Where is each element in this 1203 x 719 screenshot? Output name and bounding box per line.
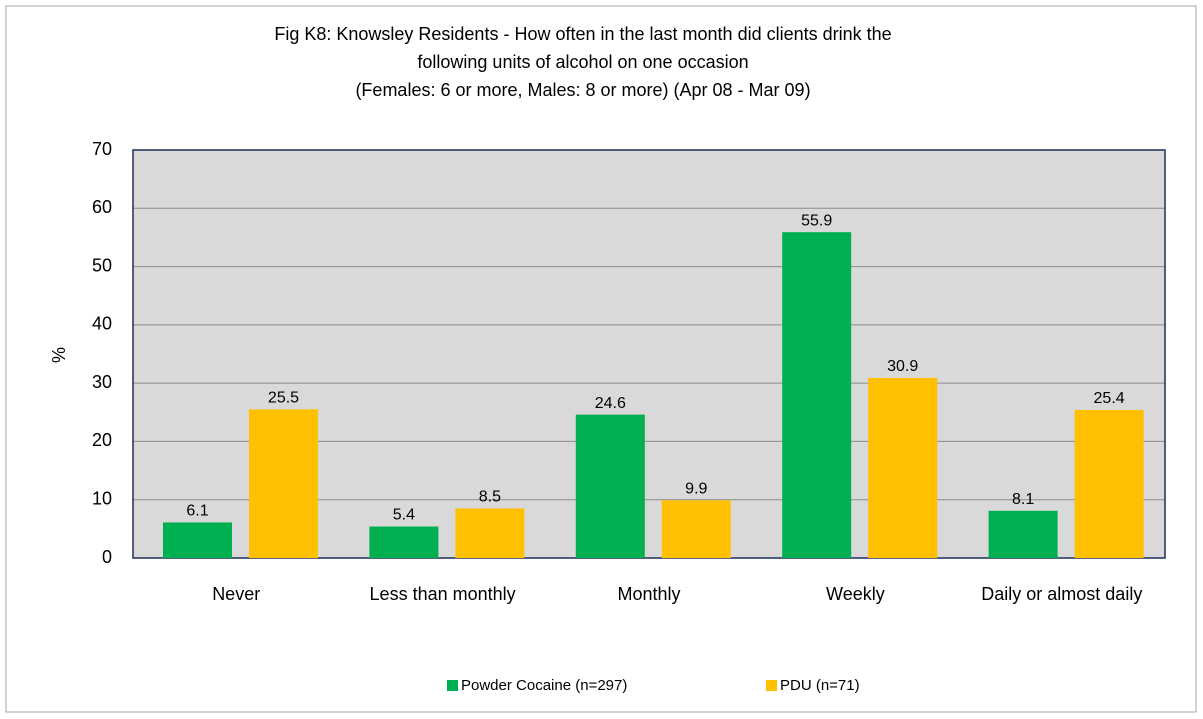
data-label: 8.1 bbox=[1012, 491, 1034, 508]
bar bbox=[455, 508, 525, 558]
legend-swatch bbox=[766, 680, 777, 691]
data-label: 6.1 bbox=[186, 503, 208, 520]
plot-border bbox=[132, 149, 1166, 559]
bar bbox=[782, 232, 852, 558]
y-tick-label: 30 bbox=[92, 372, 112, 392]
chart-title: following units of alcohol on one occasi… bbox=[417, 52, 748, 72]
x-tick-label: Never bbox=[212, 584, 260, 604]
data-label: 8.5 bbox=[479, 489, 501, 506]
y-axis-label: % bbox=[49, 347, 69, 363]
chart-title: (Females: 6 or more, Males: 8 or more) (… bbox=[355, 80, 810, 100]
bar bbox=[988, 510, 1058, 558]
bar bbox=[369, 526, 439, 558]
x-tick-label: Weekly bbox=[826, 584, 885, 604]
y-tick-label: 60 bbox=[92, 197, 112, 217]
legend-label: PDU (n=71) bbox=[780, 677, 860, 694]
x-tick-label: Less than monthly bbox=[370, 584, 516, 604]
bar bbox=[661, 500, 731, 558]
y-tick-label: 70 bbox=[92, 139, 112, 159]
data-label: 25.4 bbox=[1094, 390, 1125, 407]
legend-swatch bbox=[447, 680, 458, 691]
bar bbox=[249, 409, 318, 558]
y-tick-label: 0 bbox=[102, 547, 112, 567]
data-label: 5.4 bbox=[393, 507, 415, 524]
bar bbox=[868, 377, 938, 558]
x-tick-label: Monthly bbox=[617, 584, 680, 604]
y-tick-label: 50 bbox=[92, 255, 112, 275]
data-label: 9.9 bbox=[685, 481, 707, 498]
bar bbox=[575, 414, 645, 558]
y-tick-label: 20 bbox=[92, 430, 112, 450]
bar bbox=[163, 522, 232, 558]
bar bbox=[1074, 409, 1144, 558]
x-tick-label: Daily or almost daily bbox=[981, 584, 1142, 604]
legend-label: Powder Cocaine (n=297) bbox=[461, 677, 627, 694]
data-label: 30.9 bbox=[887, 358, 918, 375]
y-tick-label: 10 bbox=[92, 488, 112, 508]
data-label: 55.9 bbox=[801, 212, 832, 229]
data-label: 25.5 bbox=[268, 390, 299, 407]
data-label: 24.6 bbox=[595, 395, 626, 412]
y-tick-label: 40 bbox=[92, 314, 112, 334]
chart-title: Fig K8: Knowsley Residents - How often i… bbox=[274, 24, 891, 44]
